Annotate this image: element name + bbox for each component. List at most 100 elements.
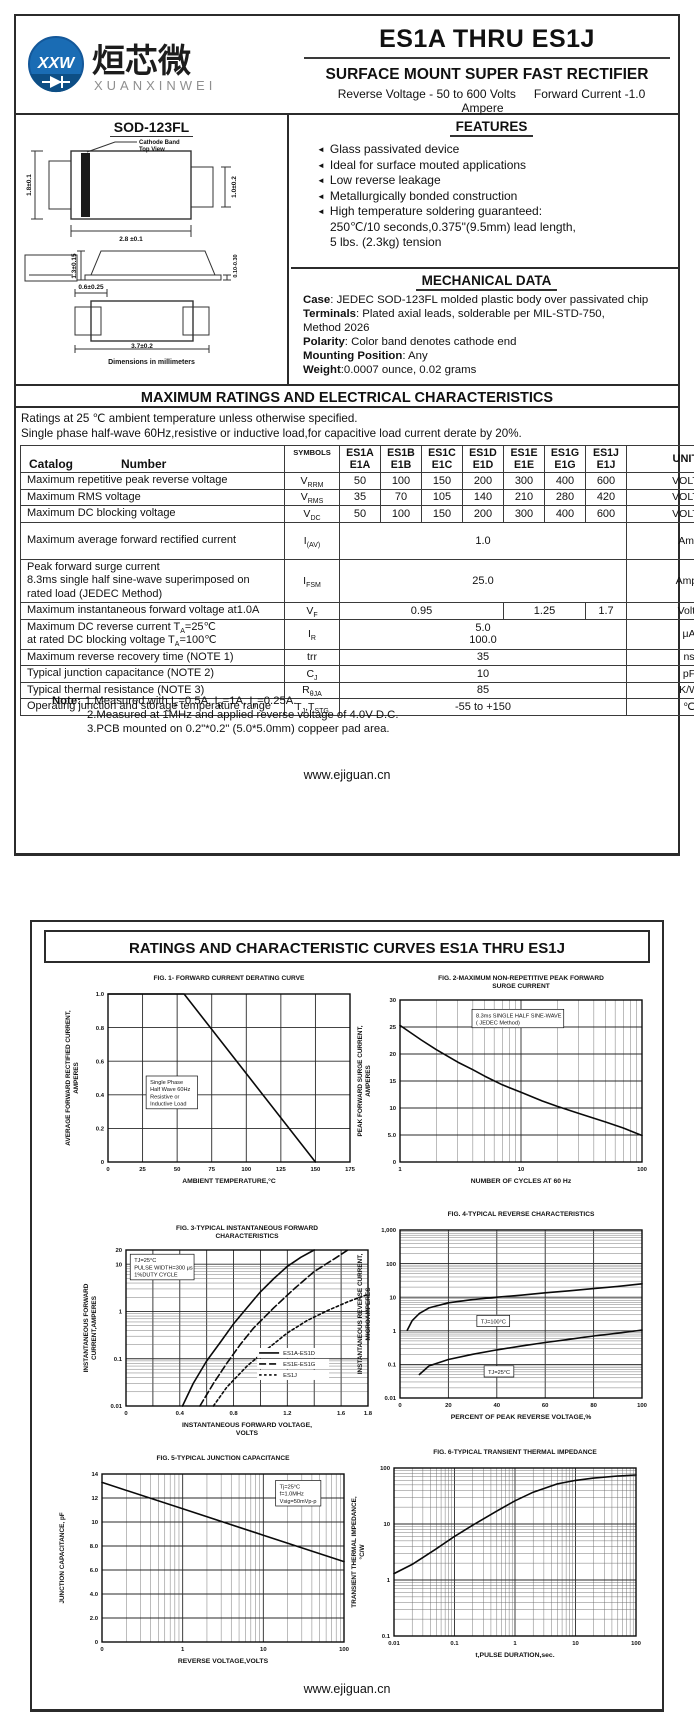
feature-item: ◄ Low reverse leakage — [317, 173, 666, 189]
feature-text: Metallurgically bonded construction — [329, 188, 518, 203]
chart-title: FIG. 2-MAXIMUM NON-REPETITIVE PEAK FORWA… — [438, 975, 604, 982]
doc-rating-line: Reverse Voltage - 50 to 600 Volts Forward… — [304, 87, 670, 115]
chart-annotation: Resistive or — [150, 1094, 179, 1100]
feature-text: High temperature soldering guaranteed: — [329, 204, 543, 218]
cathode-band-callout-line2: Top View — [139, 147, 165, 153]
y-tick-label: 1 — [393, 1329, 397, 1335]
x-axis-label: PERCENT OF PEAK REVERSE VOLTAGE,% — [451, 1414, 592, 1421]
page1-footer-url: www.ejiguan.cn — [303, 768, 391, 782]
x-tick-label: 60 — [542, 1403, 549, 1409]
row-parameter-name: Peak forward surge current 8.3ms single h… — [20, 558, 285, 603]
row-symbol: TJ,TSTG — [284, 698, 340, 716]
table-row: Maximum instantaneous forward voltage at… — [20, 602, 694, 620]
x-tick-label: 100 — [637, 1403, 648, 1409]
y-axis-label: CURRENT,AMPERES — [91, 1295, 98, 1360]
series-ES1A-ES1D — [181, 1249, 315, 1407]
row-symbol: VRRM — [284, 472, 340, 490]
package-outline-section: SOD-123FL — [16, 113, 289, 384]
mechanical-line: Mounting Position: Any — [303, 349, 428, 362]
y-tick-label: 1 — [119, 1310, 123, 1316]
row-value: 280 — [544, 488, 586, 506]
series-TJ=100°C — [406, 1283, 643, 1331]
x-tick-label: 100 — [637, 1167, 648, 1173]
chart-title: FIG. 5-TYPICAL JUNCTION CAPACITANCE — [157, 1455, 291, 1462]
dim-standoff: 0.10-0.30 — [233, 254, 239, 277]
fig6-chart: FIG. 6-TYPICAL TRANSIENT THERMAL IMPEDAN… — [351, 1449, 642, 1659]
row-value: 420 — [585, 488, 627, 506]
chart-title: FIG. 6-TYPICAL TRANSIENT THERMAL IMPEDAN… — [433, 1449, 597, 1456]
x-tick-label: 100 — [339, 1647, 350, 1653]
y-tick-label: 20 — [389, 1052, 396, 1058]
row-parameter-name: Maximum average forward rectified curren… — [20, 521, 285, 560]
y-tick-label: 100 — [386, 1262, 397, 1268]
feature-item: ◄ High temperature soldering guaranteed: — [317, 204, 666, 220]
y-tick-label: 10 — [91, 1520, 98, 1526]
row-value: 140 — [462, 488, 504, 506]
figure-1-forward-current-derating: FIG. 1- FORWARD CURRENT DERATING CURVE AM… — [62, 970, 362, 1205]
row-value: 600 — [585, 472, 627, 490]
ratings-table-body: Maximum repetitive peak reverse voltage V… — [20, 472, 694, 716]
feature-continuation: 5 lbs. (2.3kg) tension — [330, 235, 442, 249]
y-tick-label: 4.0 — [90, 1592, 99, 1598]
row-value: 150 — [421, 505, 463, 523]
chart-annotation: Inductive Load — [150, 1102, 186, 1108]
x-axis-label: AMBIENT TEMPERATURE,°C — [182, 1177, 276, 1185]
series-TJ=25°C — [418, 1329, 643, 1376]
datasheet-page-1: XXW 烜芯微 XUANXINWEI ES1A THRU ES1J SURFAC… — [14, 14, 694, 856]
y-tick-label: 30 — [389, 998, 396, 1004]
ratings-table: Catalog Number SYMBOLS ES1A E1A ES1B E1B ES1C E1… — [20, 445, 694, 716]
row-parameter-name: Operating junction and storage temperatu… — [20, 698, 285, 716]
mechanical-line: Terminals: Plated axial leads, solderabl… — [303, 307, 605, 320]
row-parameter-name: Maximum instantaneous forward voltage at… — [20, 602, 285, 620]
row-value: 600 — [585, 505, 627, 523]
row-units: ℃ — [626, 698, 694, 716]
chart-annotation: Half Wave 60Hz — [150, 1087, 190, 1093]
part-column-header: ES1J E1J — [585, 445, 627, 473]
rating-condition-1: Ratings at 25 ℃ ambient temperature unle… — [21, 412, 358, 425]
feature-text: Ideal for surface mouted applications — [329, 157, 527, 172]
chart-title: FIG. 3-TYPICAL INSTANTANEOUS FORWARD — [176, 1225, 318, 1232]
fig4-chart: FIG. 4-TYPICAL REVERSE CHARACTERISTICS PE… — [357, 1211, 648, 1421]
x-tick-label: 0.4 — [176, 1411, 185, 1417]
series-ES1E-ES1G — [199, 1249, 349, 1407]
y-axis-label: JUNCTION CAPACITANCE, pF — [59, 1512, 66, 1603]
feature-text: Glass passivated device — [329, 142, 460, 156]
table-row: Maximum average forward rectified curren… — [20, 521, 694, 560]
catalog-number-header: Catalog Number — [20, 445, 285, 473]
x-axis-label: NUMBER OF CYCLES AT 60 Hz — [471, 1178, 572, 1185]
row-value: 100 — [380, 472, 422, 490]
note-line: Note: 1.Measured with IF=0.5A, IR=1A, Irr… — [52, 695, 297, 710]
y-tick-label: 1,000 — [381, 1228, 396, 1234]
title-block: ES1A THRU ES1J SURFACE MOUNT SUPER FAST … — [304, 25, 670, 115]
row-value: -55 to +150 — [339, 698, 627, 716]
chart-annotation: 1%DUTY CYCLE — [134, 1273, 178, 1279]
figure-3-instantaneous-forward-characteristics: FIG. 3-TYPICAL INSTANTANEOUS FORWARD CHAR… — [80, 1220, 380, 1455]
x-tick-label: 1.6 — [337, 1411, 346, 1417]
chart-annotation: TJ=25°C — [134, 1258, 156, 1264]
doc-subtitle: SURFACE MOUNT SUPER FAST RECTIFIER — [325, 66, 649, 83]
x-tick-label: 100 — [241, 1167, 252, 1173]
row-value: 10 — [339, 665, 627, 683]
x-tick-label: 1.2 — [283, 1411, 292, 1417]
dim-lead-length: 0.6±0.25 — [78, 284, 104, 291]
y-axis-label: MICROAMPERES — [365, 1287, 372, 1341]
feature-item: ◄ Glass passivated device — [317, 142, 666, 158]
x-tick-label: 25 — [139, 1167, 146, 1173]
y-tick-label: 10 — [383, 1522, 390, 1528]
figure-5-junction-capacitance: FIG. 5-TYPICAL JUNCTION CAPACITANCE REVER… — [56, 1450, 356, 1685]
row-value: 5.0 100.0 — [339, 618, 627, 650]
part-column-header: ES1A E1A — [339, 445, 381, 473]
x-tick-label: 20 — [445, 1403, 452, 1409]
x-tick-label: 175 — [345, 1167, 356, 1173]
chart-annotation: 8.3ms SINGLE HALF SINE-WAVE — [476, 1013, 562, 1019]
symbols-header: SYMBOLS — [284, 445, 340, 473]
row-units: K/W — [626, 681, 694, 699]
x-tick-label: 10 — [518, 1167, 525, 1173]
y-tick-label: 10 — [389, 1295, 396, 1301]
y-tick-label: 0.4 — [96, 1093, 105, 1099]
x-tick-label: 1 — [181, 1647, 185, 1653]
datasheet-page-2: RATINGS AND CHARACTERISTIC CURVES ES1A T… — [30, 920, 664, 1712]
row-value: 150 — [421, 472, 463, 490]
y-axis-label: TRANSIENT THERMAL IMPEDANCE, — [351, 1496, 358, 1608]
y-tick-label: 10 — [389, 1106, 396, 1112]
